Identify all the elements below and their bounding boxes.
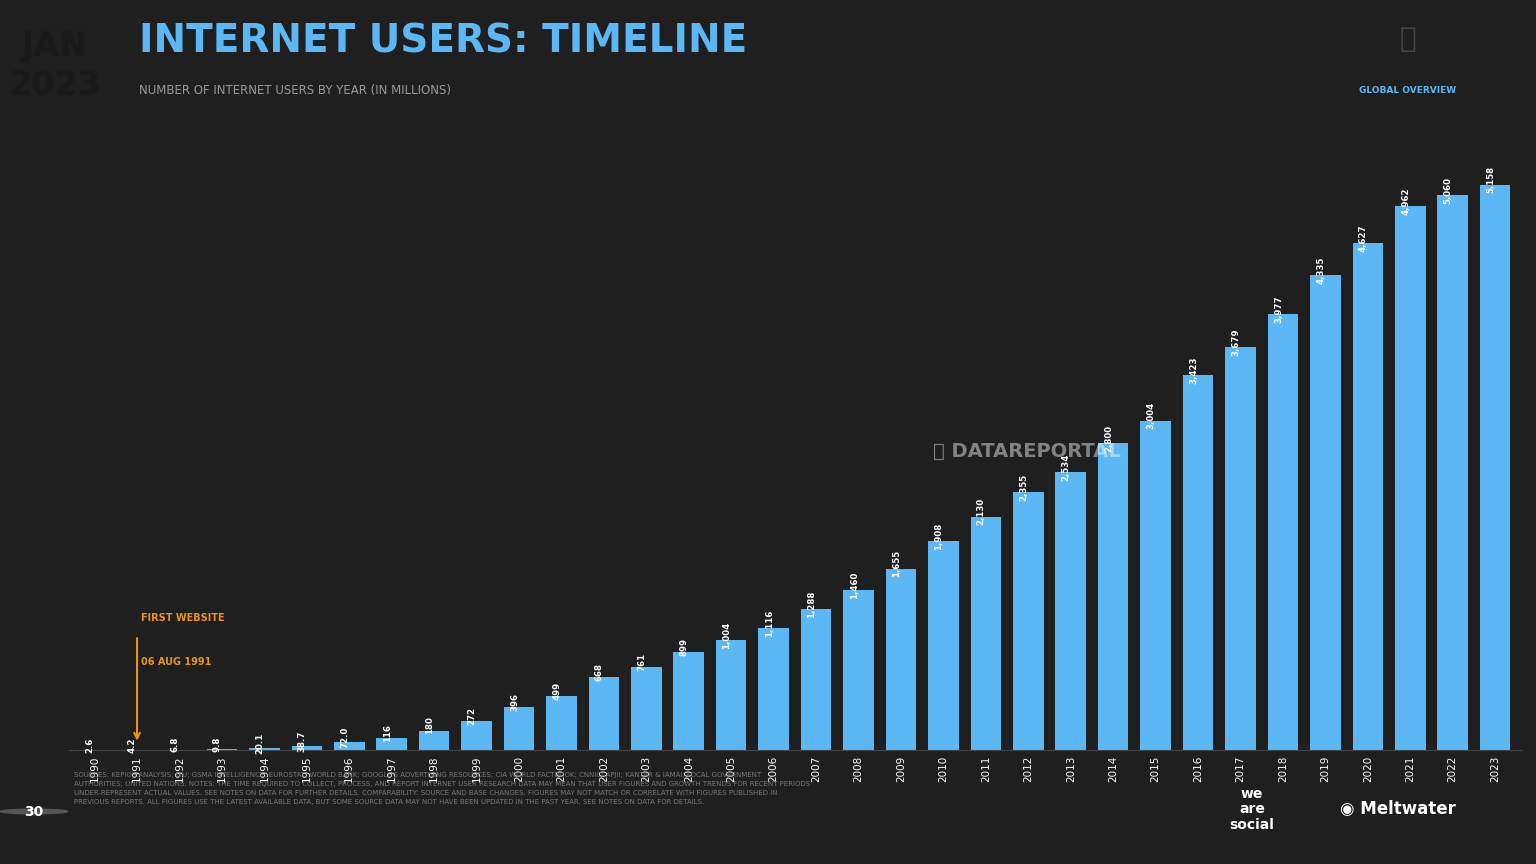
Bar — [1140, 421, 1170, 750]
Bar — [376, 738, 407, 750]
Bar — [547, 696, 576, 750]
Bar — [759, 628, 790, 750]
Text: 5,158: 5,158 — [1487, 166, 1495, 194]
Text: 180: 180 — [425, 716, 435, 734]
Text: 6.8: 6.8 — [170, 737, 180, 753]
Text: SOURCES: KEPIOS ANALYSIS; ITU; GSMA INTELLIGENCE; EUROSTAT; WORLD BANK; GOOGLE'S: SOURCES: KEPIOS ANALYSIS; ITU; GSMA INTE… — [74, 772, 809, 804]
Bar — [333, 742, 364, 750]
Text: INTERNET USERS: TIMELINE: INTERNET USERS: TIMELINE — [138, 22, 746, 60]
Text: 5,060: 5,060 — [1444, 177, 1453, 204]
Text: 1,288: 1,288 — [806, 590, 816, 618]
Bar — [504, 707, 535, 750]
Bar — [1014, 492, 1043, 750]
Bar — [1055, 473, 1086, 750]
Text: 272: 272 — [467, 707, 476, 725]
Text: 1,908: 1,908 — [934, 523, 943, 550]
Text: 4.2: 4.2 — [127, 737, 137, 753]
Text: 3,977: 3,977 — [1273, 295, 1283, 323]
Text: 761: 761 — [637, 653, 647, 670]
Bar — [1479, 185, 1510, 750]
Text: 2,800: 2,800 — [1104, 424, 1114, 452]
Bar — [928, 541, 958, 750]
Bar — [1438, 195, 1468, 750]
Bar — [971, 517, 1001, 750]
Text: we
are
social: we are social — [1229, 787, 1275, 832]
Text: 3,423: 3,423 — [1189, 356, 1198, 384]
Text: 🔵 DATAREPORTAL: 🔵 DATAREPORTAL — [932, 442, 1121, 461]
Bar — [249, 748, 280, 750]
Bar — [886, 569, 917, 750]
Bar — [1267, 314, 1298, 750]
Circle shape — [0, 810, 68, 814]
Text: GLOBAL OVERVIEW: GLOBAL OVERVIEW — [1359, 86, 1456, 95]
Text: 2,355: 2,355 — [1020, 473, 1028, 500]
Text: JAN: JAN — [22, 29, 88, 63]
Text: 668: 668 — [594, 663, 604, 681]
Text: 06 AUG 1991: 06 AUG 1991 — [141, 658, 212, 667]
Text: 899: 899 — [680, 638, 688, 656]
Bar — [631, 667, 662, 750]
Text: 499: 499 — [553, 682, 562, 700]
Text: 2.6: 2.6 — [86, 737, 95, 753]
Bar — [1226, 347, 1256, 750]
Text: 116: 116 — [382, 723, 392, 741]
Text: 1,655: 1,655 — [892, 550, 902, 577]
Bar — [207, 749, 237, 750]
Text: NUMBER OF INTERNET USERS BY YEAR (IN MILLIONS): NUMBER OF INTERNET USERS BY YEAR (IN MIL… — [138, 84, 450, 97]
Text: 72.0: 72.0 — [341, 727, 349, 748]
Bar — [1183, 375, 1213, 750]
Text: 🌍: 🌍 — [1399, 24, 1416, 53]
Text: 396: 396 — [510, 693, 519, 711]
Text: ◉ Meltwater: ◉ Meltwater — [1339, 800, 1456, 818]
Text: 1,460: 1,460 — [849, 571, 859, 599]
Bar — [1353, 243, 1382, 750]
Bar — [843, 590, 874, 750]
Text: 4,962: 4,962 — [1401, 187, 1410, 215]
Text: 2,534: 2,534 — [1061, 454, 1071, 481]
Text: 2,130: 2,130 — [977, 498, 986, 525]
Bar — [588, 677, 619, 750]
Bar — [1310, 275, 1341, 750]
Bar — [673, 651, 703, 750]
Text: 9.8: 9.8 — [214, 736, 221, 752]
Bar — [292, 746, 323, 750]
Bar — [1395, 206, 1425, 750]
Text: 20.1: 20.1 — [255, 733, 264, 753]
Text: 4,627: 4,627 — [1359, 224, 1369, 251]
Text: 1,004: 1,004 — [722, 621, 731, 649]
Text: 30: 30 — [25, 804, 43, 818]
Bar — [716, 640, 746, 750]
Text: 38.7: 38.7 — [298, 730, 307, 752]
Text: 1,116: 1,116 — [765, 609, 774, 637]
Text: FIRST WEBSITE: FIRST WEBSITE — [141, 613, 224, 623]
Text: 3,679: 3,679 — [1232, 328, 1241, 356]
Bar — [419, 731, 450, 750]
Bar — [800, 609, 831, 750]
Bar — [1098, 443, 1129, 750]
Text: 2023: 2023 — [9, 69, 101, 102]
Bar — [461, 721, 492, 750]
Text: 3,004: 3,004 — [1147, 403, 1155, 429]
Text: 4,335: 4,335 — [1316, 257, 1326, 283]
